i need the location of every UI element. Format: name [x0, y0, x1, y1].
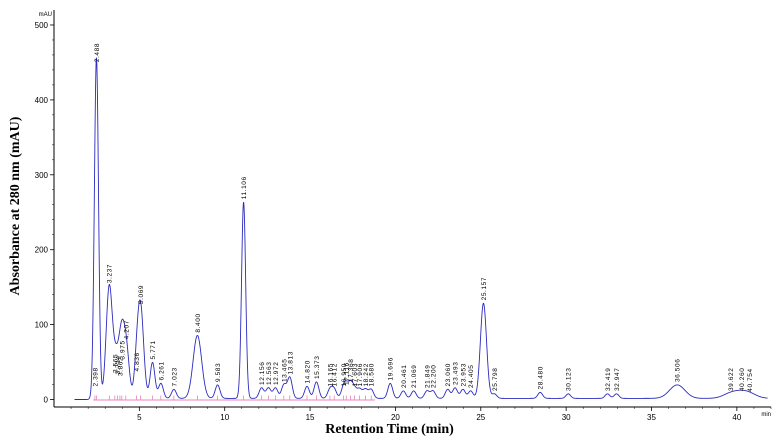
y-tick-label: 0	[44, 396, 49, 405]
peak-label: 18.242	[363, 363, 370, 386]
x-tick-label: 20	[391, 413, 400, 422]
peak-label: 4.836	[134, 352, 141, 371]
peak-label: 12.563	[266, 362, 273, 385]
peak-label: 30.123	[566, 368, 573, 391]
peak-label: 4.207	[123, 320, 130, 339]
peak-label: 8.400	[195, 313, 202, 332]
peak-label: 6.261	[158, 361, 165, 380]
y-tick-label: 200	[35, 246, 49, 255]
peak-label: 13.813	[287, 351, 294, 374]
y-tick-label: 100	[35, 321, 49, 330]
peak-label: 15.373	[314, 356, 321, 379]
y-tick-label: 300	[35, 171, 49, 180]
peak-label: 16.950	[341, 363, 348, 386]
peak-label: 2.488	[94, 43, 101, 62]
peak-label: 25.157	[481, 277, 488, 300]
peak-label: 9.583	[215, 363, 222, 382]
peak-label: 17.603	[352, 363, 359, 386]
peak-label: 5.771	[150, 340, 157, 359]
peak-label: 16.412	[332, 363, 339, 386]
peak-label: 16.165	[327, 363, 334, 386]
x-tick-label: 5	[137, 413, 142, 422]
x-axis-label: Retention Time (min)	[325, 422, 454, 437]
peak-label: 24.405	[468, 365, 475, 388]
peak-label: 23.953	[460, 363, 467, 386]
x-tick-label: 10	[220, 413, 229, 422]
x-tick-label: 15	[306, 413, 315, 422]
peak-label: 5.069	[138, 285, 145, 304]
x-unit-label: min	[761, 412, 771, 418]
y-axis-label: Absorbance at 280 nm (mAU)	[8, 116, 23, 296]
peak-label: 12.972	[273, 362, 280, 385]
x-tick-label: 25	[476, 413, 485, 422]
peak-label: 13.465	[281, 359, 288, 382]
peak-label: 17.368	[348, 359, 355, 382]
peak-label: 28.480	[538, 366, 545, 389]
peak-label: 17.116	[344, 362, 351, 385]
peak-label: 11.106	[241, 176, 248, 199]
peak-label: 39.622	[728, 368, 735, 391]
peak-label: 3.565	[112, 354, 119, 373]
peak-label: 7.023	[171, 367, 178, 386]
y-tick-label: 400	[35, 96, 49, 105]
peak-label: 25.798	[492, 368, 499, 391]
peak-label: 36.506	[675, 359, 682, 382]
peak-label: 12.156	[259, 362, 266, 385]
peak-label: 3.237	[107, 264, 114, 283]
y-tick-label: 500	[35, 21, 49, 30]
peak-label: 20.461	[401, 365, 408, 388]
peak-label: 21.849	[424, 365, 431, 388]
peak-label: 18.580	[369, 363, 376, 386]
peak-label: 2.398	[92, 367, 99, 386]
peak-label: 21.069	[411, 365, 418, 388]
chromatogram-trace	[74, 57, 768, 400]
peak-label: 32.419	[605, 368, 612, 391]
peak-label: 3.714	[115, 355, 122, 374]
peak-label: 14.820	[304, 360, 311, 383]
peak-label: 40.754	[747, 368, 754, 391]
x-tick-label: 40	[732, 413, 741, 422]
peak-label: 23.493	[453, 362, 460, 385]
peak-label: 40.260	[739, 368, 746, 391]
peak-label: 3.975	[119, 340, 126, 359]
peak-label: 3.862	[117, 357, 124, 376]
peak-label: 32.947	[614, 368, 621, 391]
y-unit-label: mAU	[39, 12, 52, 18]
x-tick-label: 30	[562, 413, 571, 422]
peak-label: 19.696	[388, 357, 395, 380]
peak-label: 22.200	[430, 365, 437, 388]
x-tick-label: 35	[647, 413, 656, 422]
peak-label: 17.906	[357, 363, 364, 386]
peak-label: 23.060	[445, 363, 452, 386]
